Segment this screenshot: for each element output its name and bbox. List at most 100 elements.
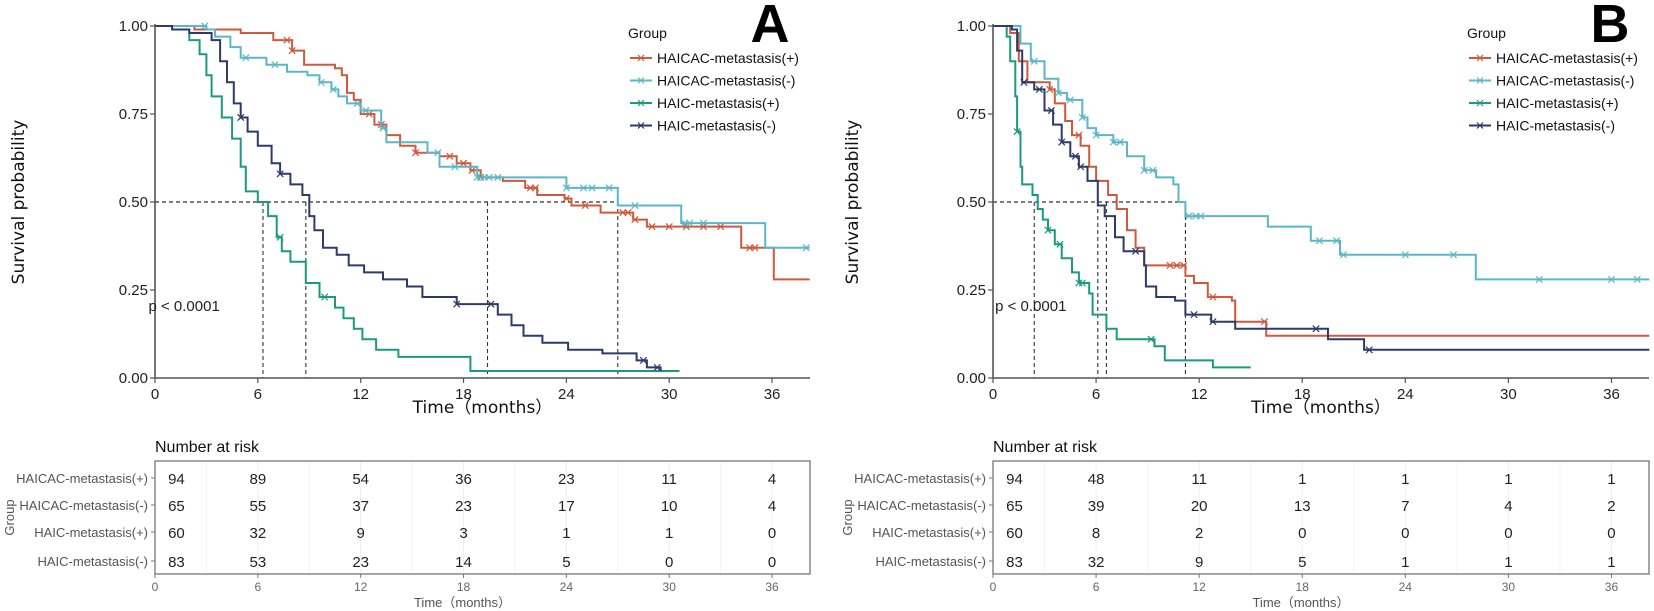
censor-mark — [1332, 237, 1341, 245]
x-tick-label: 18 — [455, 386, 472, 403]
censor-mark — [1058, 138, 1066, 146]
risk-table-cell: 1 — [562, 525, 570, 542]
y-tick-label: 0.75 — [957, 106, 986, 123]
risk-table-cell: 0 — [1607, 525, 1615, 542]
risk-table-cell: 1 — [1401, 471, 1409, 488]
risk-table-cell: 7 — [1401, 498, 1409, 515]
censor-mark — [276, 170, 284, 178]
legend-item-label: HAIC-metastasis(-) — [1496, 118, 1615, 134]
risk-table-cell: 5 — [562, 554, 570, 571]
censor-mark — [1173, 261, 1181, 269]
censor-mark — [1030, 57, 1038, 65]
legend-censor-icon — [1476, 122, 1484, 129]
risk-table-cell: 36 — [455, 471, 472, 488]
risk-table-cell: 55 — [249, 498, 266, 515]
risk-table-row-label: HAICAC-metastasis(-) — [19, 498, 148, 513]
censor-mark — [242, 54, 250, 62]
censor-mark — [619, 208, 627, 217]
risk-table-row-label: HAIC-metastasis(-) — [37, 554, 148, 569]
x-tick-label: 36 — [1603, 386, 1620, 403]
risk-table-cell: 2 — [1607, 498, 1615, 515]
risk-table-cell: 0 — [1298, 525, 1306, 542]
survival-curve-haicac-metastasis — [993, 25, 1650, 281]
censor-mark — [1047, 106, 1056, 115]
censor-mark — [379, 124, 387, 132]
risk-table-x-tick-label: 36 — [765, 580, 779, 594]
risk-table-cell: 17 — [558, 498, 575, 515]
censor-mark — [1365, 346, 1373, 354]
risk-table-x-tick-label: 6 — [254, 580, 261, 594]
censor-mark — [699, 219, 708, 227]
censor-mark — [353, 99, 361, 108]
km-panel-b: 0.000.250.500.751.000 6 12 18 24 30 36Time（mon… — [840, 0, 1650, 610]
censor-mark — [562, 194, 570, 203]
censor-mark — [321, 293, 329, 301]
censor-mark — [283, 36, 291, 44]
censor-mark — [1315, 237, 1324, 245]
censor-mark — [624, 208, 632, 217]
risk-table-cell: 2 — [1195, 525, 1203, 542]
risk-table-cell: 1 — [1401, 554, 1409, 571]
risk-table-x-tick-label: 30 — [1502, 580, 1516, 594]
legend-censor-icon — [637, 99, 645, 107]
risk-table-cell: 32 — [1088, 554, 1105, 571]
survival-curve-haic-metastasis — [993, 25, 1650, 351]
censor-mark — [480, 173, 488, 181]
panel-label: B — [1591, 0, 1630, 54]
censor-mark — [485, 173, 493, 181]
risk-table-x-tick-label: 30 — [663, 580, 677, 594]
risk-table-cell: 83 — [1006, 554, 1023, 571]
risk-table-title: Number at risk — [993, 439, 1098, 456]
legend-censor-icon — [1476, 77, 1484, 84]
censor-mark — [631, 215, 639, 224]
censor-mark — [446, 152, 454, 160]
risk-table-x-tick-label: 18 — [1296, 580, 1310, 594]
censor-mark — [1147, 335, 1155, 343]
risk-table-row-label: HAIC-metastasis(+) — [34, 525, 148, 540]
censor-mark — [271, 61, 279, 69]
censor-mark — [802, 244, 810, 252]
censor-mark — [1066, 96, 1074, 104]
censor-mark — [1075, 131, 1083, 139]
censor-mark — [1071, 152, 1080, 160]
censor-mark — [1092, 131, 1100, 139]
risk-table-cell: 8 — [1092, 525, 1100, 542]
risk-table-cell: 94 — [168, 471, 185, 488]
risk-table-x-tick-label: 18 — [457, 580, 471, 594]
censor-mark — [1054, 89, 1062, 97]
y-tick-label: 0.00 — [957, 370, 986, 387]
risk-table-x-title: Time（months） — [414, 595, 511, 610]
risk-table-cell: 4 — [768, 471, 776, 488]
censor-mark — [451, 163, 459, 171]
x-tick-label: 30 — [1500, 386, 1517, 403]
risk-table-cell: 83 — [168, 554, 185, 571]
censor-mark — [581, 201, 589, 210]
censor-mark — [1312, 325, 1320, 333]
p-value-label: p < 0.0001 — [148, 298, 219, 315]
censor-mark — [1078, 113, 1086, 122]
legend-item-label: HAIC-metastasis(+) — [657, 95, 780, 111]
panel-label: A — [751, 0, 790, 54]
km-panel-a: 0.000.250.500.751.000 6 12 18 24 30 36Time（mon… — [2, 0, 811, 610]
risk-table-cell: 0 — [1401, 525, 1409, 542]
censor-mark — [746, 244, 754, 252]
censor-mark — [434, 149, 442, 157]
risk-table-x-tick-label: 24 — [560, 580, 574, 594]
y-tick-label: 0.75 — [119, 106, 148, 123]
risk-table-cell: 39 — [1088, 498, 1105, 515]
censor-mark — [1190, 311, 1198, 319]
censor-mark — [288, 47, 296, 55]
censor-mark — [1260, 318, 1269, 326]
censor-mark — [531, 184, 540, 192]
risk-table-cell: 60 — [168, 525, 185, 542]
risk-table-group-title: Group — [840, 499, 855, 535]
risk-table-row-label: HAICAC-metastasis(+) — [854, 471, 986, 486]
x-tick-label: 12 — [352, 386, 369, 403]
risk-table-cell: 1 — [1504, 554, 1512, 571]
censor-mark — [653, 363, 661, 372]
survival-curve-haic-metastasis — [993, 25, 1251, 369]
risk-table-cell: 53 — [249, 554, 266, 571]
censor-mark — [588, 184, 596, 192]
censor-mark — [329, 85, 337, 93]
legend-item-label: HAICAC-metastasis(+) — [1496, 50, 1638, 66]
